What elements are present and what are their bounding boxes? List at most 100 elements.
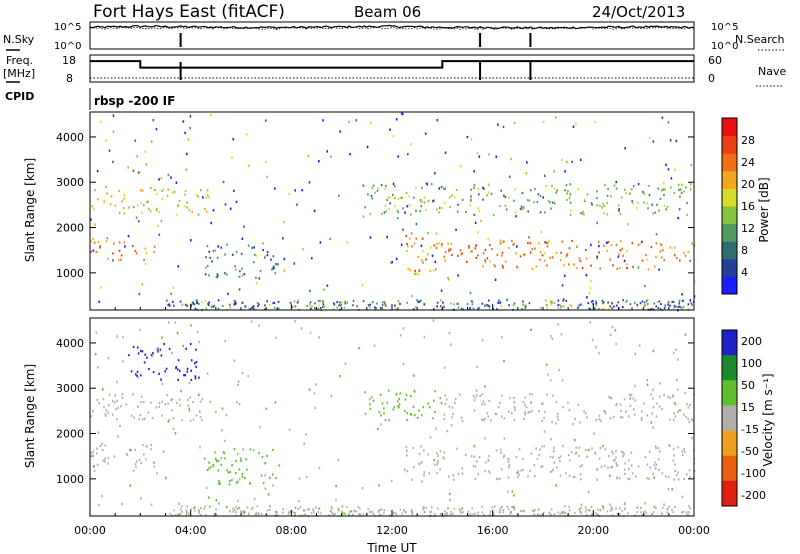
echo-ground <box>369 511 371 513</box>
colorbar-swatch <box>722 405 737 432</box>
echo-scatter <box>494 278 497 281</box>
echo-ground <box>569 303 571 306</box>
echo-cell <box>619 477 621 480</box>
echo-cell <box>539 211 542 214</box>
colorbar-swatch <box>722 188 737 207</box>
echo-ground <box>236 508 239 511</box>
echo-ground <box>423 511 426 514</box>
echo-cell <box>596 257 598 260</box>
echo-cell <box>216 256 219 259</box>
echo-cell <box>530 452 533 455</box>
y-tick-label: 1000 <box>56 267 84 280</box>
echo-cell <box>528 199 530 202</box>
echo-cell <box>562 444 564 448</box>
echo-cell <box>378 411 381 414</box>
colorbar-swatch <box>722 276 737 295</box>
echo-cell <box>596 190 598 193</box>
echo-cell <box>590 264 592 267</box>
echo-ground <box>437 507 439 510</box>
echo-cell <box>460 416 463 419</box>
echo-ground <box>662 506 664 509</box>
echo-scatter <box>185 168 188 171</box>
echo-ground <box>523 509 525 512</box>
echo-cell <box>207 194 209 197</box>
echo-ground <box>248 307 250 310</box>
echo-ground <box>399 508 402 511</box>
echo-cell <box>683 448 685 451</box>
echo-ground <box>686 513 689 516</box>
echo-ground <box>631 307 633 310</box>
echo-ground <box>481 511 484 514</box>
echo-ground <box>453 303 455 306</box>
echo-cell <box>615 456 617 459</box>
echo-cell <box>404 409 406 413</box>
echo-ground <box>193 507 195 509</box>
echo-scatter <box>258 324 260 327</box>
echo-ground <box>186 505 188 508</box>
echo-cell <box>408 203 411 207</box>
echo-scatter <box>158 178 160 181</box>
echo-scatter <box>165 476 167 479</box>
echo-cell <box>226 469 228 472</box>
echo-scatter <box>283 220 285 224</box>
echo-cell <box>566 198 568 201</box>
echo-ground <box>171 514 173 517</box>
echo-cell <box>106 192 108 195</box>
echo-scatter <box>174 432 177 435</box>
echo-scatter <box>217 245 219 248</box>
echo-cell <box>234 265 236 268</box>
echo-cell <box>195 194 198 197</box>
echo-cell <box>134 463 137 466</box>
echo-cell <box>107 411 109 414</box>
echo-ground <box>478 306 481 309</box>
echo-ground <box>358 512 360 515</box>
echo-scatter <box>513 406 516 409</box>
echo-cell <box>633 408 635 411</box>
echo-ground <box>646 299 649 302</box>
echo-scatter <box>553 461 556 464</box>
echo-cell <box>617 204 620 207</box>
echo-cell <box>484 259 486 262</box>
x-tick-label: 16:00 <box>477 524 509 537</box>
echo-scatter <box>585 274 588 277</box>
echo-ground <box>269 508 271 511</box>
echo-scatter <box>366 145 369 149</box>
echo-ground <box>644 301 646 304</box>
echo-cell <box>675 474 678 477</box>
echo-ground <box>344 302 346 305</box>
echo-ground <box>378 509 381 511</box>
echo-ground <box>383 509 386 512</box>
echo-cell <box>420 461 423 464</box>
echo-ground <box>308 508 310 510</box>
echo-cell <box>244 476 246 480</box>
echo-cell <box>386 198 388 202</box>
echo-cell <box>92 450 94 453</box>
echo-cell <box>466 260 468 263</box>
echo-cell <box>261 455 264 459</box>
echo-cell <box>621 450 623 453</box>
echo-cell <box>615 450 617 453</box>
echo-cell <box>563 264 565 267</box>
echo-scatter <box>444 259 446 262</box>
echo-cell <box>659 197 662 200</box>
echo-cell <box>433 463 436 466</box>
echo-ground <box>264 304 266 307</box>
echo-cell <box>209 465 212 469</box>
echo-ground <box>585 508 588 511</box>
echo-ground <box>318 507 320 510</box>
echo-ground <box>186 511 188 514</box>
echo-cell <box>470 197 472 200</box>
echo-scatter <box>609 333 612 337</box>
echo-scatter <box>684 333 687 336</box>
echo-cell <box>453 478 455 481</box>
echo-scatter <box>560 333 563 336</box>
echo-cell <box>556 415 559 418</box>
echo-cell <box>443 451 445 454</box>
echo-scatter <box>503 454 506 457</box>
echo-cell <box>103 201 105 204</box>
echo-cell <box>608 474 611 478</box>
echo-scatter <box>300 327 303 330</box>
echo-cell <box>570 451 573 454</box>
echo-ground <box>617 301 620 304</box>
echo-ground <box>330 507 333 510</box>
